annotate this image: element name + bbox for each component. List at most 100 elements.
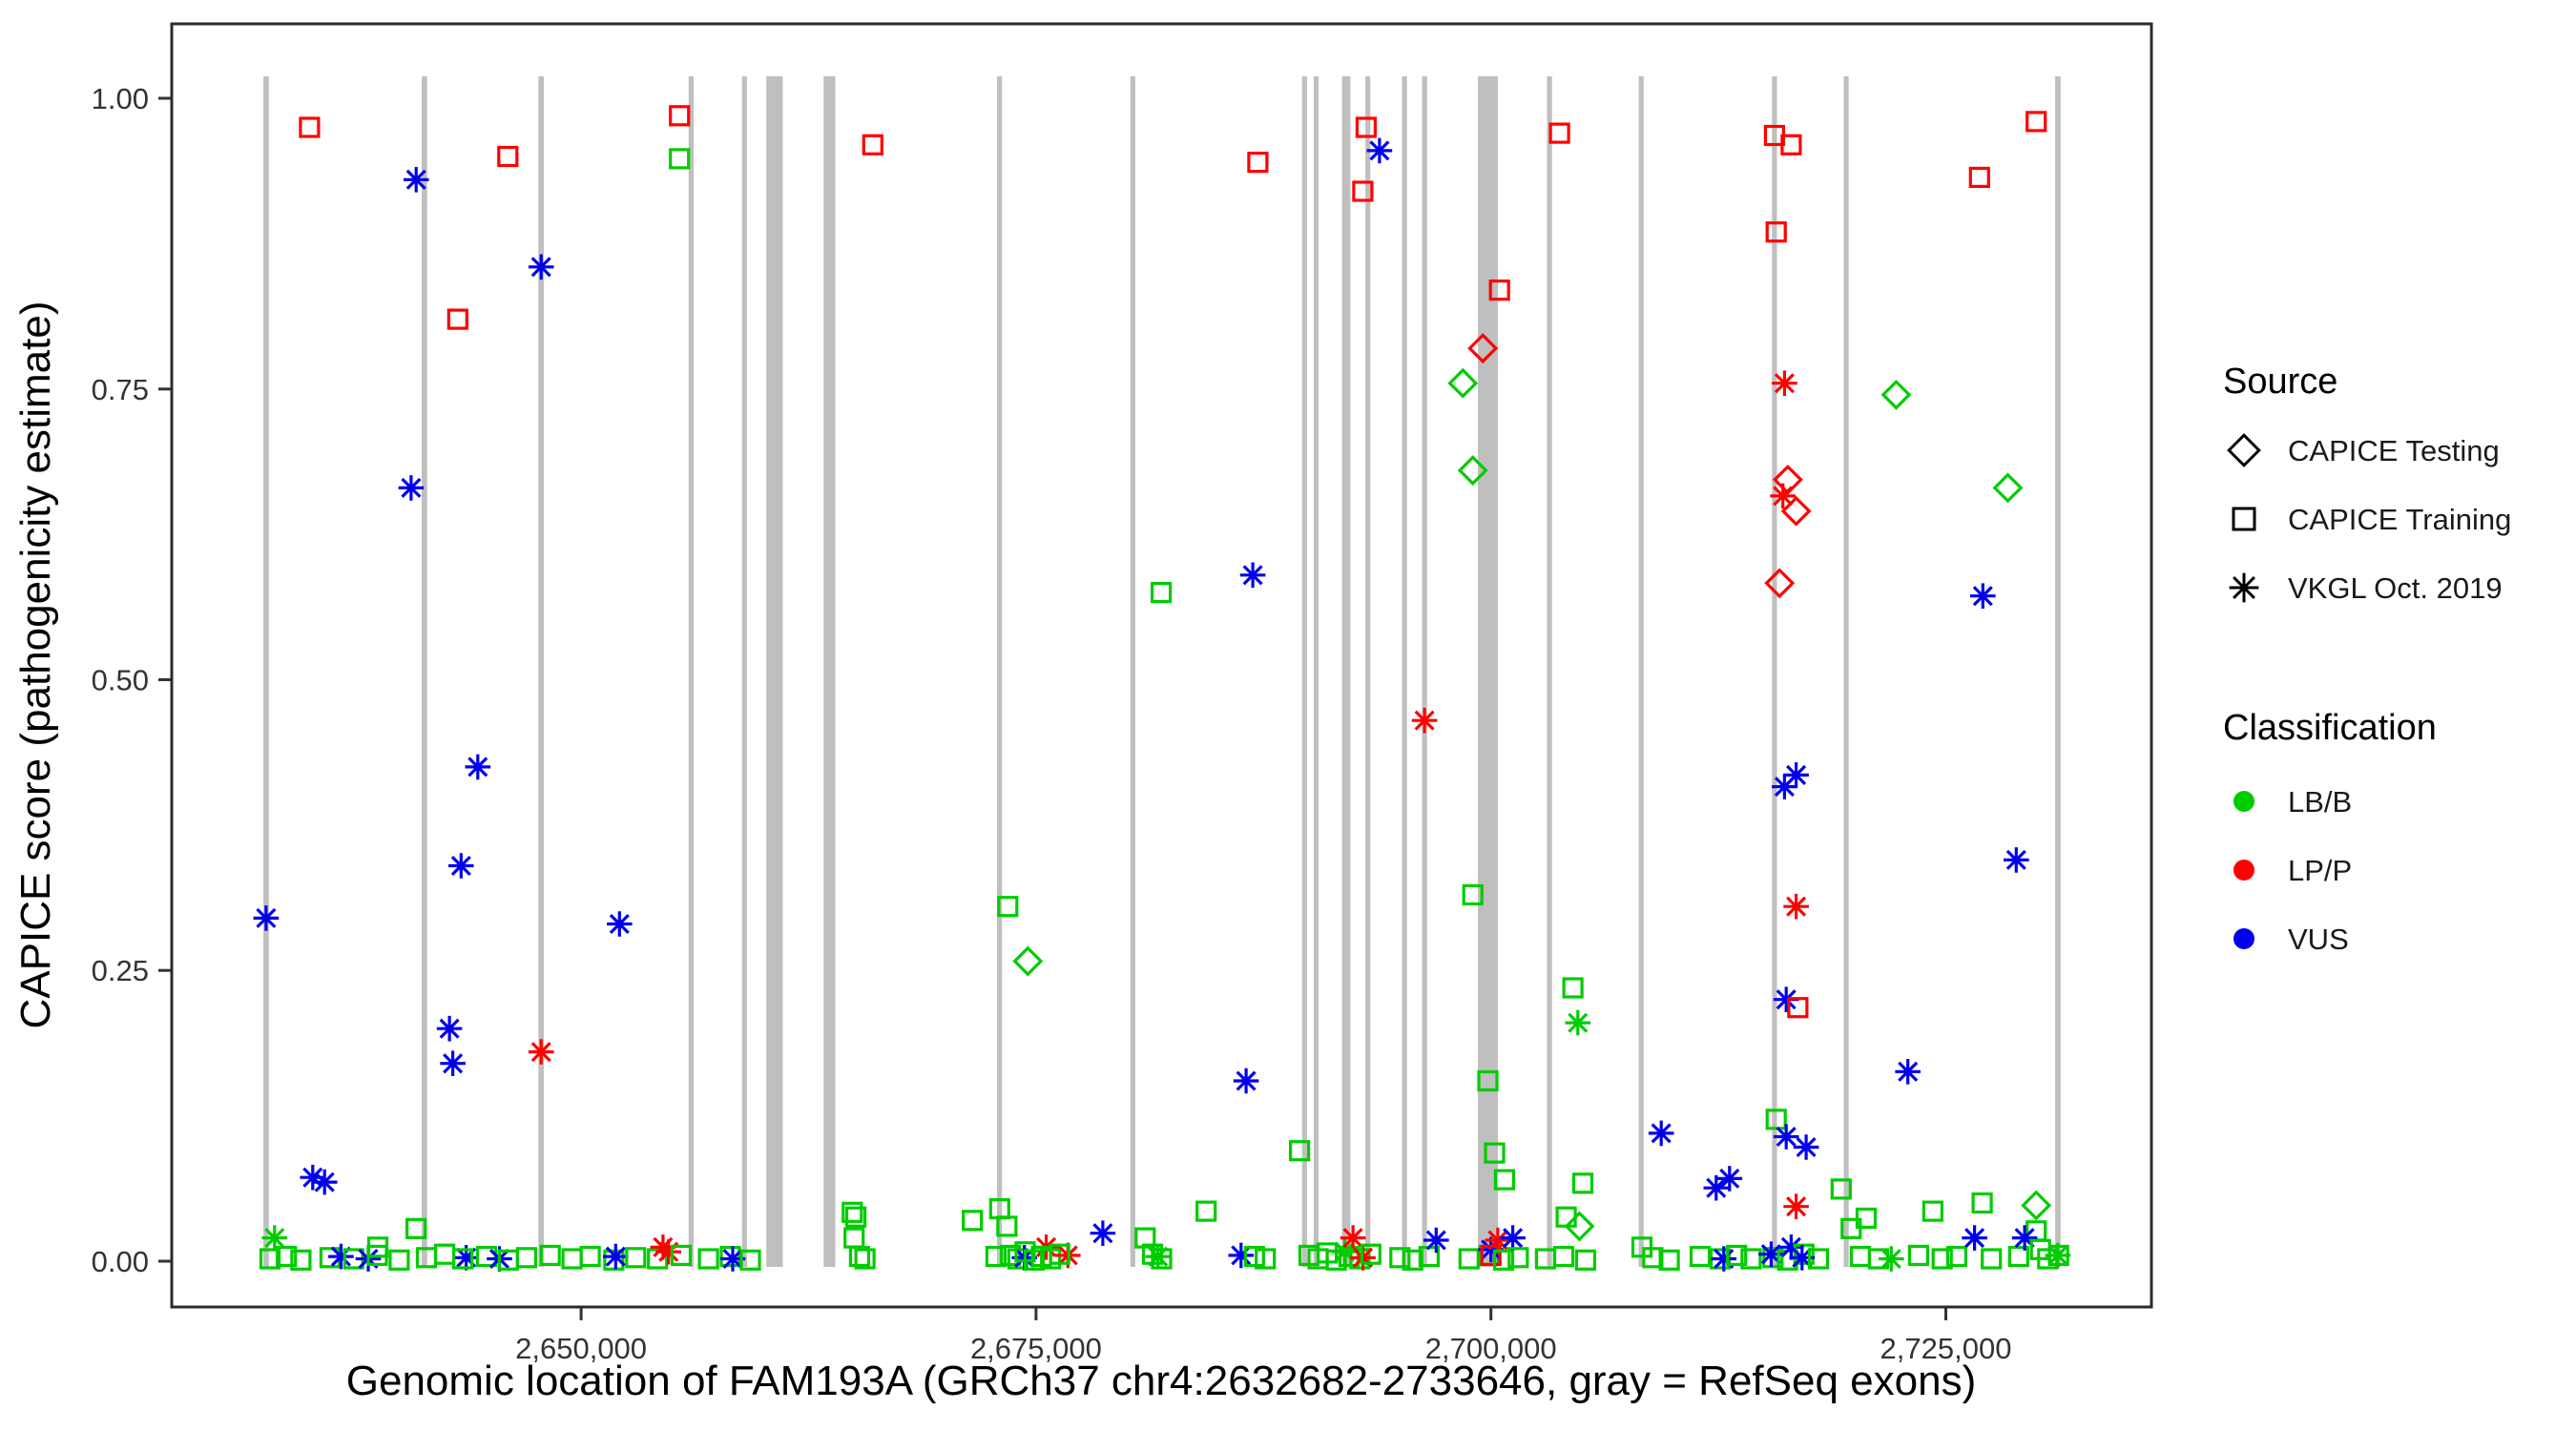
data-point (1764, 568, 1796, 599)
data-point (848, 1245, 871, 1268)
data-point (290, 1249, 312, 1271)
data-point (1571, 1172, 1594, 1194)
data-point (1758, 1241, 1784, 1267)
exon-bar (1130, 76, 1135, 1267)
data-point (1772, 370, 1797, 396)
data-point (539, 1244, 561, 1267)
data-point (625, 1247, 647, 1269)
data-point (1402, 1249, 1423, 1271)
data-point (739, 1249, 761, 1271)
data-point (1564, 1211, 1595, 1242)
data-point (2025, 111, 2047, 133)
y-tick-label: 0.25 (92, 954, 149, 987)
data-point (1945, 1245, 1968, 1268)
exon-bar (1638, 76, 1644, 1267)
data-point (1288, 1140, 1311, 1162)
data-point (1492, 1249, 1515, 1271)
data-point (1658, 1249, 1680, 1271)
exon-bar (1478, 76, 1498, 1267)
data-point (1555, 1206, 1577, 1228)
data-point (1389, 1247, 1411, 1269)
data-points (253, 105, 2071, 1272)
data-point (1740, 1248, 1762, 1270)
data-point (1793, 1243, 1815, 1265)
data-point (253, 905, 280, 931)
data-point (1574, 1249, 1597, 1271)
exon-bar (1422, 76, 1427, 1267)
data-point (1780, 134, 1802, 156)
data-point (276, 1245, 298, 1268)
data-point (1783, 893, 1809, 920)
data-point (1879, 1246, 1904, 1272)
data-point (1552, 1245, 1575, 1268)
data-point (1000, 1244, 1022, 1267)
data-point (841, 1201, 863, 1223)
data-point (1703, 1174, 1730, 1201)
data-point (1500, 1225, 1526, 1251)
data-point (1971, 1192, 1993, 1214)
exon-bar (1402, 76, 1407, 1267)
data-point (1689, 1245, 1712, 1268)
data-point (1484, 1142, 1506, 1164)
data-point (2007, 1245, 2029, 1268)
data-point (1772, 774, 1797, 799)
data-point (447, 308, 468, 330)
data-point (261, 1225, 288, 1251)
legend-source-item-label: CAPICE Testing (2288, 434, 2500, 467)
data-point (1151, 1248, 1173, 1270)
data-point (1962, 1225, 1987, 1251)
data-point (862, 134, 883, 156)
data-point (1968, 166, 1990, 188)
data-point (436, 1015, 463, 1042)
data-point (1787, 997, 1809, 1019)
data-point (1090, 1220, 1116, 1246)
data-point (2004, 847, 2029, 873)
legend-classification-item-label: VUS (2288, 923, 2349, 956)
data-point (1992, 472, 2024, 504)
data-point (843, 1227, 865, 1249)
data-point (1195, 1200, 1217, 1222)
data-point (1255, 1248, 1277, 1270)
data-point (1458, 1248, 1480, 1270)
data-point (1477, 1069, 1499, 1092)
exon-bar (1772, 76, 1777, 1267)
data-point (311, 1169, 338, 1195)
data-point (452, 1248, 474, 1270)
exon-bar (263, 76, 269, 1267)
data-point (440, 1050, 466, 1076)
data-point (434, 1243, 456, 1265)
data-point (996, 1215, 1018, 1237)
data-point (1352, 180, 1374, 202)
legend-source-item-label: CAPICE Training (2288, 503, 2511, 536)
data-point (1807, 1248, 1830, 1270)
data-point (1793, 1134, 1819, 1160)
legend-classification-title: Classification (2223, 708, 2437, 748)
data-point (515, 1247, 538, 1269)
legend-color-swatch (2233, 791, 2254, 812)
data-point (1780, 495, 1812, 527)
data-point (1783, 1193, 1809, 1219)
exon-bar (1313, 76, 1319, 1267)
data-point (1145, 1243, 1171, 1270)
data-point (1922, 1200, 1944, 1222)
data-point (985, 1245, 1008, 1268)
data-point (465, 754, 491, 780)
data-point (1507, 1247, 1529, 1269)
data-point (1840, 1217, 1862, 1239)
data-point (398, 475, 425, 501)
data-point (1239, 562, 1266, 589)
data-point (1457, 455, 1488, 487)
y-tick-label: 0.75 (92, 373, 149, 406)
data-point (1233, 1068, 1259, 1094)
data-point (1907, 1244, 1930, 1267)
data-point (1488, 280, 1510, 301)
data-point (1770, 483, 1796, 509)
exon-bar (1365, 76, 1371, 1267)
data-point (1981, 1248, 2003, 1270)
x-tick-label: 2,700,000 (1425, 1332, 1557, 1365)
data-point (844, 1206, 867, 1228)
data-point (1716, 1166, 1743, 1192)
data-point (1360, 1243, 1381, 1265)
data-point (1762, 1247, 1784, 1269)
exon-bar (741, 76, 747, 1267)
